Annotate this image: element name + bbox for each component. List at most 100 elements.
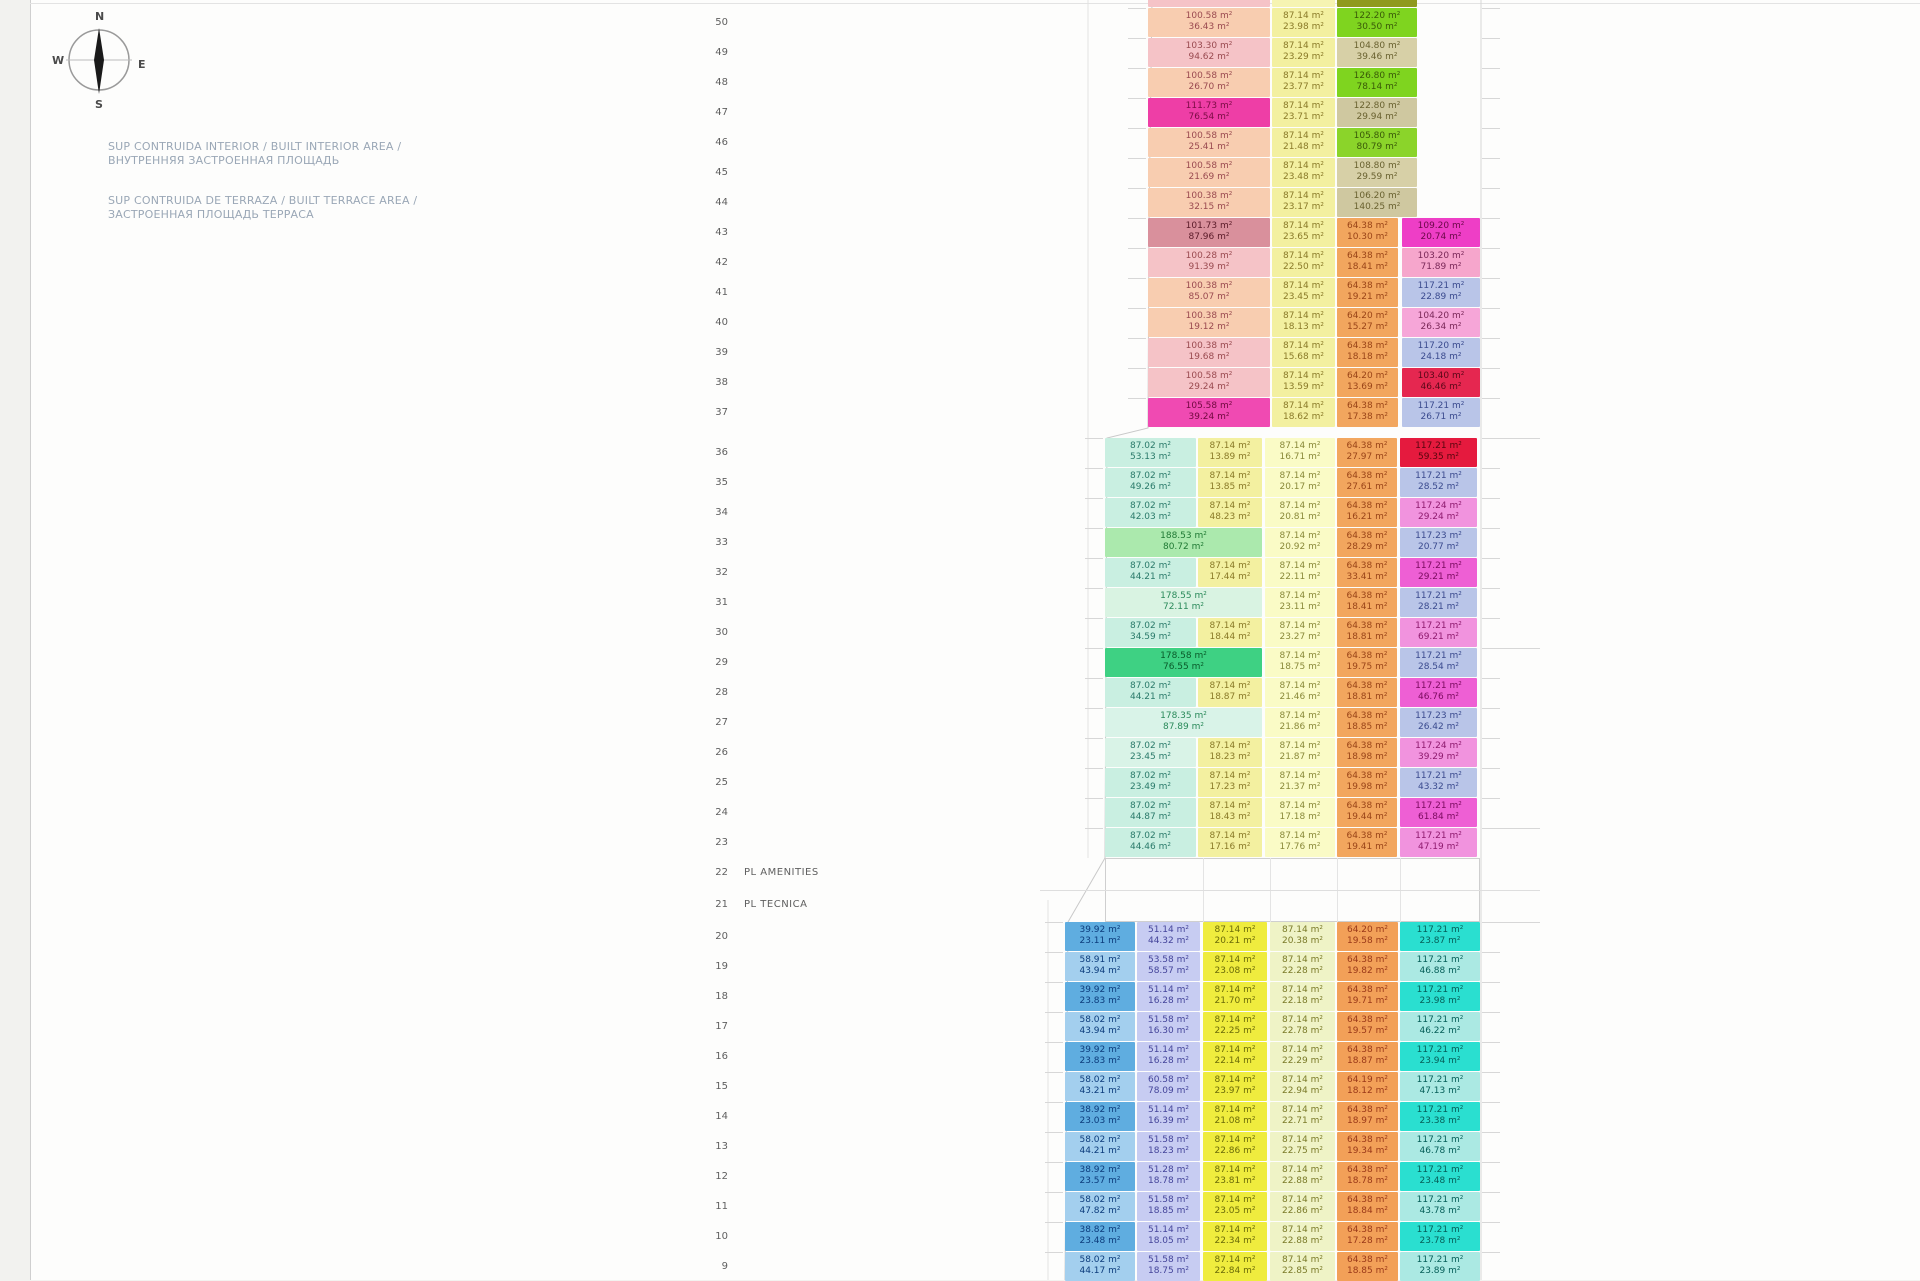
unit-cell: 87.14 m² 23.48 m² (1272, 158, 1335, 187)
row-tick-left (1085, 798, 1103, 799)
unit-terrace-area: 140.25 m² (1353, 202, 1401, 212)
unit-interior-area: 64.38 m² (1346, 1165, 1388, 1175)
unit-cell: 87.14 m² 22.85 m² (1270, 1252, 1335, 1281)
unit-cell: 64.38 m² 18.97 m² (1337, 1102, 1398, 1131)
floor-number: 46 (715, 137, 728, 148)
unit-terrace-area: 44.21 m² (1079, 1146, 1121, 1156)
unit-terrace-area: 20.17 m² (1279, 482, 1321, 492)
unit-interior-area: 87.02 m² (1129, 741, 1171, 751)
unit-interior-area: 64.38 m² (1346, 955, 1388, 965)
row-tick-left (1045, 982, 1063, 983)
unit-interior-area: 87.14 m² (1282, 161, 1324, 171)
unit-cell: 87.14 m² 22.29 m² (1270, 1042, 1335, 1071)
row-tick-right (1482, 1192, 1500, 1193)
unit-terrace-area: 17.38 m² (1346, 412, 1388, 422)
unit-cell: 117.23 m² 20.77 m² (1400, 528, 1477, 557)
row-tick-right (1482, 8, 1500, 9)
row-tick-left (1128, 368, 1146, 369)
legend-interior-line1: SUP CONTRUIDA INTERIOR / BUILT INTERIOR … (108, 140, 402, 153)
unit-interior-area: 117.23 m² (1415, 711, 1462, 721)
unit-cell: 117.20 m² 24.18 m² (1402, 338, 1480, 367)
unit-interior-area: 87.14 m² (1281, 1075, 1323, 1085)
unit-terrace-area: 23.87 m² (1419, 936, 1461, 946)
unit-terrace-area: 18.23 m² (1209, 752, 1251, 762)
unit-terrace-area: 22.88 m² (1281, 1236, 1323, 1246)
unit-interior-area: 87.02 m² (1129, 561, 1171, 571)
unit-cell: 87.14 m² 22.25 m² (1203, 1012, 1267, 1041)
unit-interior-area: 87.14 m² (1209, 801, 1251, 811)
unit-cell: 39.92 m² 23.11 m² (1065, 922, 1135, 951)
unit-interior-area: 117.21 m² (1415, 651, 1462, 661)
unit-cell: 87.14 m² 18.13 m² (1272, 308, 1335, 337)
unit-interior-area: 117.21 m² (1416, 1135, 1464, 1145)
unit-terrace-area: 26.71 m² (1420, 412, 1462, 422)
row-tick-right (1482, 338, 1500, 339)
unit-interior-area: 87.14 m² (1281, 955, 1323, 965)
unit-interior-area: 87.14 m² (1281, 1135, 1323, 1145)
row-tick-left (1128, 308, 1146, 309)
unit-interior-area: 51.58 m² (1147, 1135, 1189, 1145)
unit-cell: 103.30 m² 94.62 m² (1148, 38, 1270, 67)
floor-number: 34 (715, 507, 728, 518)
unit-cell: 117.21 m² 43.78 m² (1400, 1192, 1480, 1221)
unit-interior-area: 64.38 m² (1346, 401, 1388, 411)
unit-terrace-area: 17.76 m² (1279, 842, 1321, 852)
unit-interior-area: 87.14 m² (1281, 1225, 1323, 1235)
unit-cell: 64.38 m² 18.98 m² (1337, 738, 1397, 767)
unit-interior-area: 87.02 m² (1129, 771, 1171, 781)
floor-number: 43 (715, 227, 728, 238)
unit-terrace-area: 23.45 m² (1282, 292, 1324, 302)
unit-terrace-area (1148, 0, 1270, 3)
unit-terrace-area: 23.17 m² (1282, 202, 1324, 212)
drawing-sheet (30, 0, 1920, 1280)
unit-cell: 64.38 m² 18.78 m² (1337, 1162, 1398, 1191)
unit-interior-area: 87.14 m² (1279, 711, 1321, 721)
floor-number: 26 (715, 747, 728, 758)
unit-interior-area: 126.80 m² (1353, 71, 1401, 81)
unit-interior-area: 51.58 m² (1147, 1195, 1189, 1205)
unit-cell: 87.14 m² 21.08 m² (1203, 1102, 1267, 1131)
unit-cell: 64.38 m² 18.41 m² (1337, 588, 1397, 617)
unit-cell: 51.14 m² 16.28 m² (1137, 1042, 1200, 1071)
unit-terrace-area: 21.46 m² (1279, 692, 1321, 702)
unit-terrace-area: 22.75 m² (1281, 1146, 1323, 1156)
unit-interior-area: 64.38 m² (1346, 1255, 1388, 1265)
unit-terrace-area: 19.21 m² (1346, 292, 1388, 302)
unit-terrace-area: 80.72 m² (1162, 542, 1204, 552)
unit-interior-area: 58.02 m² (1079, 1195, 1121, 1205)
unit-interior-area: 117.21 m² (1416, 1045, 1464, 1055)
unit-terrace-area: 18.41 m² (1346, 262, 1388, 272)
unit-cell: 87.14 m² 18.87 m² (1198, 678, 1262, 707)
unit-interior-area: 117.21 m² (1415, 471, 1462, 481)
unit-interior-area: 100.58 m² (1185, 131, 1233, 141)
floor-number: 21 (715, 899, 728, 910)
unit-cell: 87.14 m² 15.68 m² (1272, 338, 1335, 367)
unit-cell (1337, 0, 1417, 7)
unit-interior-area: 87.14 m² (1279, 831, 1321, 841)
unit-terrace-area: 43.32 m² (1417, 782, 1459, 792)
unit-cell: 117.21 m² 46.88 m² (1400, 952, 1480, 981)
row-tick-left (1085, 498, 1103, 499)
unit-interior-area: 100.38 m² (1185, 281, 1233, 291)
sheet-border-top (30, 3, 1920, 4)
unit-interior-area: 117.20 m² (1417, 341, 1465, 351)
unit-cell: 117.21 m² 23.78 m² (1400, 1222, 1480, 1251)
unit-terrace-area: 18.41 m² (1346, 602, 1388, 612)
unit-terrace-area: 47.82 m² (1079, 1206, 1121, 1216)
row-tick-right (1482, 278, 1500, 279)
unit-terrace-area: 13.59 m² (1282, 382, 1324, 392)
floor-label: PL AMENITIES (744, 867, 819, 878)
unit-terrace-area: 23.65 m² (1282, 232, 1324, 242)
unit-terrace-area: 20.81 m² (1279, 512, 1321, 522)
unit-cell: 87.14 m² 18.44 m² (1198, 618, 1262, 647)
unit-interior-area: 100.58 m² (1185, 71, 1233, 81)
unit-terrace-area: 20.21 m² (1214, 936, 1256, 946)
unit-terrace-area: 16.71 m² (1279, 452, 1321, 462)
unit-terrace-area: 23.78 m² (1419, 1236, 1461, 1246)
unit-interior-area: 87.02 m² (1129, 471, 1171, 481)
unit-terrace-area: 21.37 m² (1279, 782, 1321, 792)
unit-interior-area: 87.14 m² (1279, 771, 1321, 781)
compass-west-label: W (52, 54, 64, 67)
unit-terrace-area: 61.84 m² (1417, 812, 1459, 822)
gap-level-line (1040, 890, 1540, 891)
